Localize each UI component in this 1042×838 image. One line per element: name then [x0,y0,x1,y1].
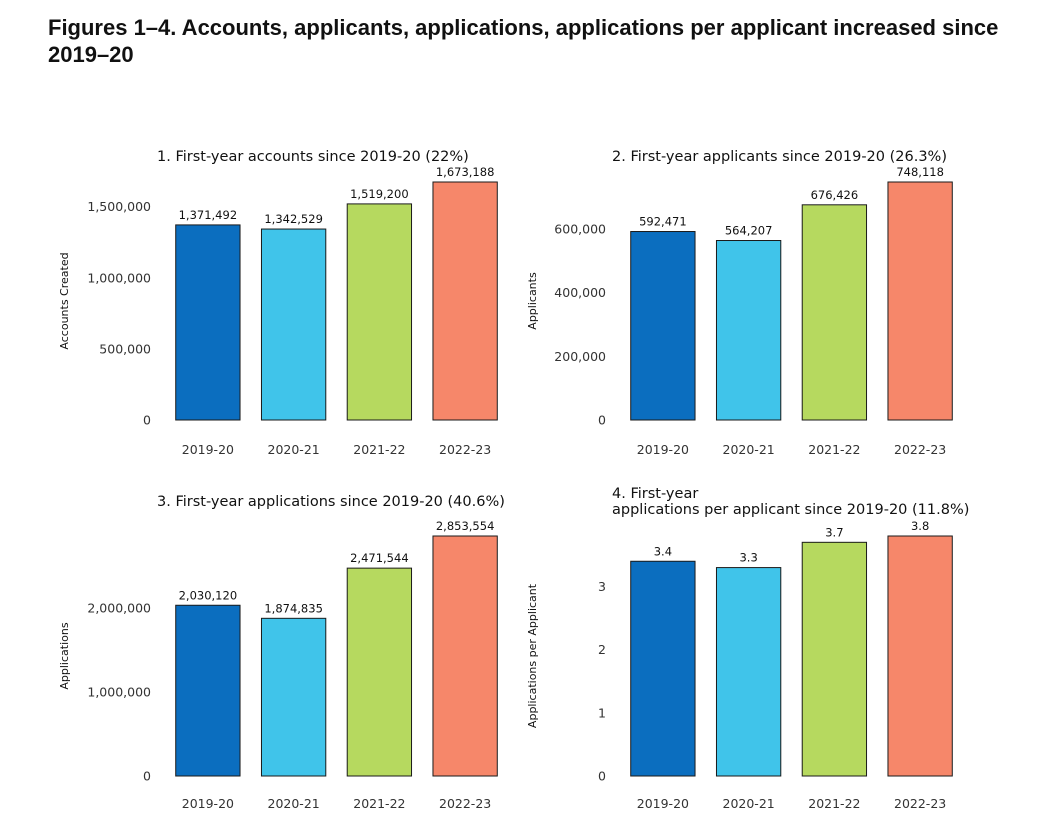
x-tick-label: 2022-23 [439,442,491,457]
data-label: 1,673,188 [436,165,495,179]
bar [801,204,868,421]
chart-first-year-accounts: 1. First-year accounts since 2019-20 (22… [58,149,498,457]
bar [887,535,953,777]
x-tick-label: 2019-20 [637,442,689,457]
x-tick-label: 2021-22 [353,796,405,811]
data-label: 3.8 [911,519,929,533]
y-tick-label: 2 [598,642,606,657]
y-tick-label: 500,000 [99,341,151,356]
bar [175,604,241,777]
y-tick-label: 600,000 [554,222,606,237]
y-axis-label: Applications [58,622,71,689]
bar [887,181,953,421]
y-tick-label: 0 [598,769,606,784]
data-label: 3.3 [739,551,757,565]
data-label: 676,426 [811,188,859,202]
bar [715,567,782,777]
bar [801,541,868,777]
data-label: 2,030,120 [179,588,238,602]
data-label: 1,342,529 [264,212,323,226]
bar [630,231,696,421]
y-axis-label: Applications per Applicant [526,583,539,728]
bar [715,240,782,421]
y-tick-label: 1,000,000 [87,270,151,285]
bar [432,535,498,777]
x-tick-label: 2021-22 [808,442,860,457]
x-tick-label: 2020-21 [268,796,320,811]
y-tick-label: 1,500,000 [87,199,151,214]
x-tick-label: 2022-23 [894,796,946,811]
chart-title: 2. First-year applicants since 2019-20 (… [612,149,947,165]
x-tick-label: 2021-22 [808,796,860,811]
bar [260,228,327,421]
x-tick-label: 2020-21 [723,796,775,811]
bar [346,567,413,777]
y-tick-label: 200,000 [554,349,606,364]
y-tick-label: 400,000 [554,285,606,300]
page-title: Figures 1–4. Accounts, applicants, appli… [48,15,999,67]
x-tick-label: 2019-20 [182,796,234,811]
y-tick-label: 0 [143,769,151,784]
x-tick-label: 2019-20 [637,796,689,811]
data-label: 3.7 [825,525,843,539]
chart-first-year-applications: 3. First-year applications since 2019-20… [58,494,505,811]
y-tick-label: 2,000,000 [87,600,151,615]
chart-title-line: applications per applicant since 2019-20… [612,502,969,518]
data-label: 748,118 [896,165,944,179]
data-label: 1,874,835 [264,601,323,615]
data-label: 2,853,554 [436,519,495,533]
y-tick-label: 1 [598,705,606,720]
x-tick-label: 2020-21 [723,442,775,457]
bar [630,560,696,777]
y-tick-label: 0 [143,413,151,428]
x-tick-label: 2022-23 [894,442,946,457]
bar [260,617,327,777]
y-tick-label: 3 [598,579,606,594]
bar [346,203,413,421]
bar [175,224,241,421]
chart-title-line: 4. First-year [612,486,698,502]
y-axis-label: Applicants [526,272,539,330]
y-axis-label: Accounts Created [58,252,71,349]
chart-title: 3. First-year applications since 2019-20… [157,494,505,510]
data-label: 3.4 [654,544,672,558]
chart-first-year-applicants: 2. First-year applicants since 2019-20 (… [526,149,953,457]
x-tick-label: 2022-23 [439,796,491,811]
bar [432,181,498,421]
data-label: 564,207 [725,224,773,238]
y-tick-label: 1,000,000 [87,684,151,699]
y-tick-label: 0 [598,413,606,428]
chart-title: 1. First-year accounts since 2019-20 (22… [157,149,469,165]
data-label: 592,471 [639,215,687,229]
data-label: 2,471,544 [350,551,409,565]
x-tick-label: 2019-20 [182,442,234,457]
x-tick-label: 2021-22 [353,442,405,457]
x-tick-label: 2020-21 [268,442,320,457]
data-label: 1,371,492 [179,208,238,222]
data-label: 1,519,200 [350,187,409,201]
